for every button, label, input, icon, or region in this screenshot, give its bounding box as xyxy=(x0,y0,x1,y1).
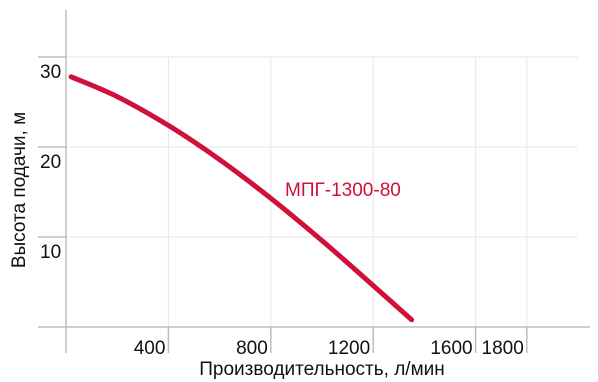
x-tick-label: 400 xyxy=(134,338,166,359)
plot-area xyxy=(68,74,415,323)
series-line xyxy=(68,74,415,323)
axes xyxy=(38,10,590,353)
x-tick-label: 1200 xyxy=(328,338,370,359)
y-tick-label: 30 xyxy=(40,62,61,83)
x-axis-title: Производительность, л/мин xyxy=(199,359,445,380)
y-axis-title: Высота подачи, м xyxy=(9,112,30,268)
grid xyxy=(66,56,578,327)
series-label: МПГ-1300-80 xyxy=(285,180,401,201)
y-tick-label: 20 xyxy=(40,152,61,173)
x-tick-label: 1600 xyxy=(430,338,472,359)
y-tick-label: 10 xyxy=(40,242,61,263)
x-tick-label: 1800 xyxy=(482,338,524,359)
tick-labels: 400 800 1200 1600 1800 10 20 30 xyxy=(40,62,524,359)
x-tick-label: 800 xyxy=(236,338,268,359)
